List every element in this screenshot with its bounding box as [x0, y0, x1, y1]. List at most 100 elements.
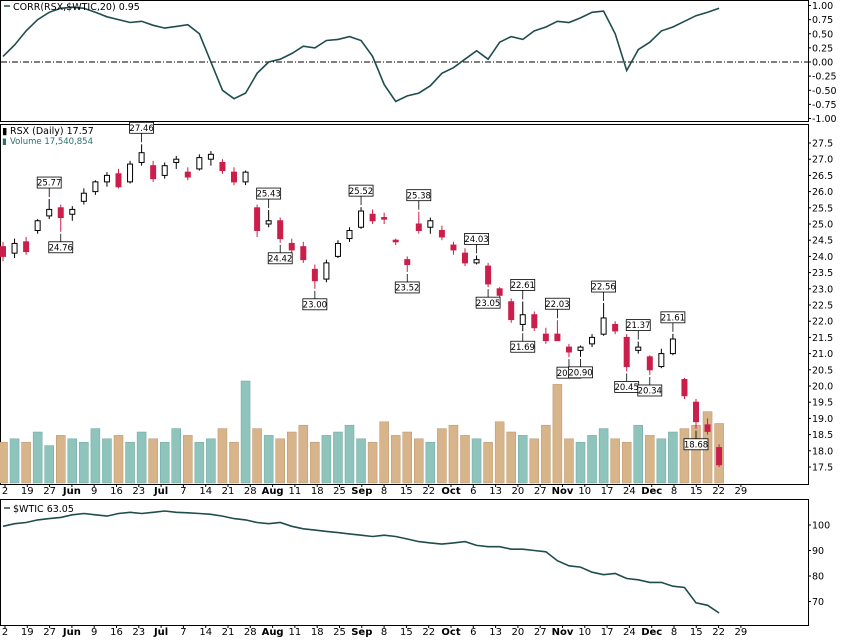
high-flag: 22.03 [545, 297, 570, 319]
candle [358, 207, 365, 229]
x-tick-label: 13 [489, 627, 502, 638]
candle [127, 160, 134, 184]
volume-bar [425, 441, 436, 484]
x-tick-label: 14 [199, 486, 212, 497]
candle [11, 238, 18, 259]
x-tick-label: 15 [400, 486, 413, 497]
volume-bar [136, 431, 147, 484]
volume-bar [610, 438, 620, 484]
candle [57, 204, 64, 232]
x-tick-label: 17 [601, 627, 614, 638]
x-tick-label: 28 [244, 486, 257, 497]
wtic-tick-label: 80 [812, 572, 824, 583]
x-tick-label: 6 [470, 486, 476, 497]
volume-bar [67, 438, 78, 484]
volume-bar [148, 438, 158, 484]
x-tick-label: 23 [132, 486, 145, 497]
x-tick-label: Sep [351, 627, 372, 638]
price-tick-label: 23.0 [812, 284, 833, 295]
x-tick-label: 29 [735, 627, 748, 638]
candle [103, 172, 110, 187]
volume-bar [679, 428, 690, 484]
volume-bar [171, 428, 181, 484]
candle [462, 248, 468, 267]
volume-bar [79, 441, 89, 484]
volume-bar [367, 441, 378, 484]
high-flag: 25.43 [256, 187, 282, 209]
candle [46, 199, 53, 220]
high-flag: 21.37 [625, 319, 651, 340]
candle [265, 210, 272, 228]
x-tick-label: Oct [441, 486, 460, 497]
price-header: ▮ RSX (Daily) 17.57 ▮ Volume 17,540,854 [2, 126, 94, 147]
candle [334, 240, 341, 259]
candle [150, 160, 157, 182]
price-tick-label: 27.5 [812, 139, 833, 150]
x-tick-label: 19 [21, 627, 34, 638]
candle [369, 209, 376, 224]
x-tick-label: 15 [400, 627, 413, 638]
candle [92, 180, 99, 195]
volume-bar [494, 421, 505, 484]
x-tick-label: Jun [62, 627, 81, 638]
low-flag: 23.52 [394, 273, 420, 294]
candle [508, 298, 515, 323]
volume-bar [506, 431, 516, 484]
candle [219, 159, 226, 174]
corr-header: CORR(RSX,$WTIC,20) 0.95 [4, 2, 140, 13]
candle [196, 154, 203, 171]
x-tick-label: 29 [735, 486, 748, 497]
low-flag: 21.69 [510, 333, 536, 353]
price-tick-label: 25.0 [812, 220, 833, 231]
x-tick-label: 27 [43, 627, 56, 638]
x-tick-label: Dec [641, 486, 662, 497]
candle [658, 348, 665, 369]
x-tick-label: Nov [552, 627, 574, 638]
flag-label: 23.52 [395, 284, 419, 294]
x-tick-label: 16 [110, 486, 123, 497]
price-tick-label: 18.0 [812, 446, 833, 457]
price-tick-label: 23.5 [812, 268, 833, 279]
candle [485, 262, 492, 288]
price-tick-label: 26.5 [812, 171, 833, 182]
candle [115, 168, 122, 189]
high-flag: 25.77 [36, 176, 62, 198]
volume-bar [287, 431, 297, 484]
price-tick-label: 20.5 [812, 365, 833, 376]
volume-bar [379, 421, 389, 484]
volume-bar [333, 431, 343, 484]
x-tick-label: 20 [512, 486, 525, 497]
x-tick-label: 8 [381, 627, 387, 638]
corr-series-line [2, 6, 720, 103]
x-tick-label: 27 [534, 627, 547, 638]
candle [161, 162, 168, 179]
volume-bar [668, 431, 678, 484]
corr-tick-label: 0.00 [812, 58, 833, 69]
x-tick-label: 27 [534, 486, 547, 497]
volume-label: Volume 17,540,854 [10, 137, 93, 147]
candle [473, 255, 480, 265]
candle [404, 256, 411, 272]
corr-tick-label: 0.75 [812, 15, 833, 26]
x-tick-label: 24 [623, 627, 636, 638]
volume-bar [183, 435, 193, 484]
price-tick-label: 24.5 [812, 236, 833, 247]
low-flag: 23.00 [302, 290, 328, 310]
candle [254, 204, 261, 237]
x-tick-label: 8 [671, 627, 677, 638]
corr-tick-label: -0.75 [812, 100, 837, 111]
volume-bar [518, 435, 528, 484]
candle [623, 334, 630, 372]
flag-label: 20.90 [568, 368, 592, 378]
x-tick-label: 16 [110, 627, 123, 638]
flag-label: 22.61 [511, 281, 535, 291]
x-tick-label: 7 [180, 627, 186, 638]
flag-label: 21.37 [626, 321, 650, 331]
low-flag: 20.34 [637, 376, 663, 397]
candle [589, 334, 596, 348]
x-tick-label: 2 [2, 627, 8, 638]
price-tick-label: 19.5 [812, 398, 833, 409]
high-flag: 25.52 [348, 184, 374, 206]
volume-bar [159, 441, 170, 484]
x-tick-label: 18 [311, 486, 324, 497]
